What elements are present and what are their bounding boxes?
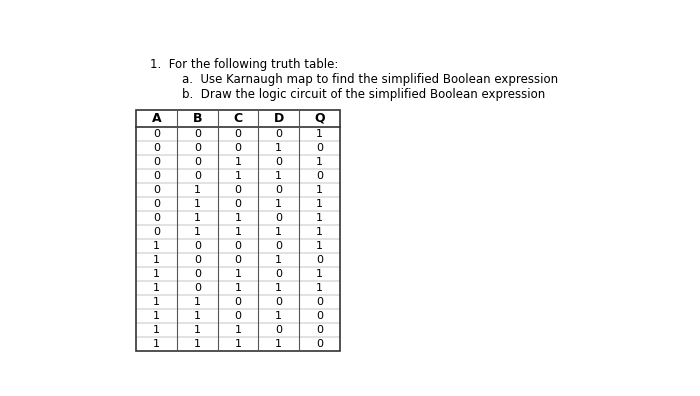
- Text: 0: 0: [275, 241, 282, 251]
- Bar: [136, 110, 340, 351]
- Text: 0: 0: [194, 129, 201, 139]
- Text: 0: 0: [316, 311, 323, 321]
- Text: 1: 1: [153, 311, 160, 321]
- Text: 0: 0: [316, 255, 323, 265]
- Text: 0: 0: [153, 143, 160, 153]
- Text: 0: 0: [153, 157, 160, 167]
- Text: 0: 0: [234, 241, 241, 251]
- Text: 1: 1: [316, 185, 323, 195]
- Text: a.  Use Karnaugh map to find the simplified Boolean expression: a. Use Karnaugh map to find the simplifi…: [183, 73, 559, 86]
- Text: 0: 0: [275, 129, 282, 139]
- Text: 0: 0: [234, 311, 241, 321]
- Text: 1: 1: [153, 339, 160, 349]
- Text: 0: 0: [194, 143, 201, 153]
- Text: 1: 1: [316, 213, 323, 223]
- Text: 1: 1: [194, 227, 201, 237]
- Text: 1: 1: [234, 269, 241, 279]
- Text: 1: 1: [275, 255, 282, 265]
- Text: 0: 0: [316, 297, 323, 307]
- Text: 1: 1: [153, 283, 160, 293]
- Text: 1: 1: [316, 157, 323, 167]
- Text: 1: 1: [234, 157, 241, 167]
- Text: 0: 0: [275, 157, 282, 167]
- Text: 1: 1: [234, 325, 241, 335]
- Text: 1: 1: [153, 241, 160, 251]
- Text: 1: 1: [194, 325, 201, 335]
- Text: 1: 1: [275, 227, 282, 237]
- Text: 0: 0: [194, 157, 201, 167]
- Text: 0: 0: [194, 241, 201, 251]
- Text: 0: 0: [275, 325, 282, 335]
- Text: 0: 0: [153, 213, 160, 223]
- Text: 0: 0: [275, 185, 282, 195]
- Text: 1: 1: [275, 199, 282, 209]
- Text: 1: 1: [234, 283, 241, 293]
- Text: 0: 0: [153, 185, 160, 195]
- Text: C: C: [234, 112, 243, 125]
- Text: 0: 0: [153, 199, 160, 209]
- Text: 0: 0: [234, 185, 241, 195]
- Text: 0: 0: [153, 227, 160, 237]
- Text: 1: 1: [234, 213, 241, 223]
- Text: 0: 0: [275, 269, 282, 279]
- Text: 0: 0: [153, 171, 160, 181]
- Text: 1: 1: [194, 311, 201, 321]
- Text: A: A: [152, 112, 162, 125]
- Text: 0: 0: [316, 171, 323, 181]
- Text: B: B: [193, 112, 202, 125]
- Text: 1: 1: [234, 171, 241, 181]
- Text: 0: 0: [316, 325, 323, 335]
- Text: 0: 0: [316, 143, 323, 153]
- Text: 1: 1: [316, 241, 323, 251]
- Text: 1: 1: [316, 269, 323, 279]
- Text: 1: 1: [275, 143, 282, 153]
- Text: 1: 1: [153, 325, 160, 335]
- Text: b.  Draw the logic circuit of the simplified Boolean expression: b. Draw the logic circuit of the simplif…: [183, 88, 546, 101]
- Text: 1: 1: [194, 339, 201, 349]
- Text: 0: 0: [316, 339, 323, 349]
- Text: 1: 1: [275, 171, 282, 181]
- Text: 0: 0: [234, 143, 241, 153]
- Text: 1: 1: [234, 227, 241, 237]
- Text: 0: 0: [194, 283, 201, 293]
- Text: 0: 0: [275, 213, 282, 223]
- Text: 1: 1: [316, 227, 323, 237]
- Text: 1: 1: [275, 311, 282, 321]
- Text: 1.  For the following truth table:: 1. For the following truth table:: [150, 58, 338, 71]
- Text: 0: 0: [234, 297, 241, 307]
- Text: 1: 1: [316, 199, 323, 209]
- Text: 1: 1: [316, 129, 323, 139]
- Text: 0: 0: [194, 269, 201, 279]
- Text: 1: 1: [275, 339, 282, 349]
- Text: 1: 1: [194, 185, 201, 195]
- Bar: [136, 110, 340, 351]
- Text: 1: 1: [316, 283, 323, 293]
- Text: 1: 1: [194, 297, 201, 307]
- Text: 1: 1: [194, 213, 201, 223]
- Text: 1: 1: [194, 199, 201, 209]
- Text: 0: 0: [234, 255, 241, 265]
- Text: 1: 1: [153, 255, 160, 265]
- Text: 1: 1: [275, 283, 282, 293]
- Text: 0: 0: [275, 297, 282, 307]
- Text: 0: 0: [194, 255, 201, 265]
- Text: 1: 1: [153, 297, 160, 307]
- Text: 0: 0: [194, 171, 201, 181]
- Text: 1: 1: [234, 339, 241, 349]
- Text: Q: Q: [314, 112, 325, 125]
- Text: 0: 0: [234, 129, 241, 139]
- Text: 0: 0: [153, 129, 160, 139]
- Text: 0: 0: [234, 199, 241, 209]
- Text: 1: 1: [153, 269, 160, 279]
- Text: D: D: [274, 112, 284, 125]
